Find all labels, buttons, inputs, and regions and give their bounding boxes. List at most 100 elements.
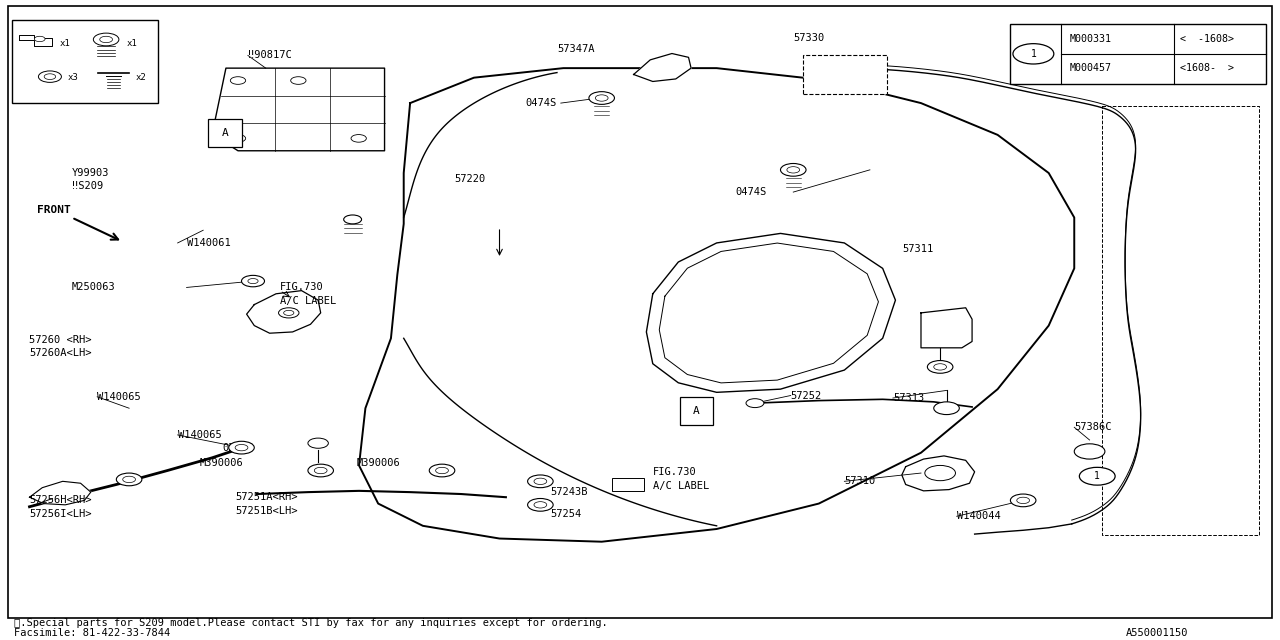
Text: M250063: M250063 — [72, 282, 115, 292]
Circle shape — [242, 275, 265, 287]
Circle shape — [527, 475, 553, 488]
Circle shape — [284, 310, 294, 316]
Circle shape — [1010, 494, 1036, 507]
Circle shape — [1079, 467, 1115, 485]
Text: 57311: 57311 — [902, 244, 933, 254]
Circle shape — [589, 92, 614, 104]
Circle shape — [534, 478, 547, 484]
Text: 57330: 57330 — [794, 33, 824, 43]
Text: M000331: M000331 — [1069, 35, 1111, 44]
Bar — [12, 20, 159, 103]
Text: A550001150: A550001150 — [1125, 628, 1188, 637]
Text: 1: 1 — [1094, 471, 1101, 481]
Circle shape — [344, 215, 361, 224]
Text: A: A — [692, 406, 700, 417]
Text: 57252: 57252 — [791, 390, 822, 401]
Circle shape — [279, 308, 300, 318]
Circle shape — [527, 499, 553, 511]
Circle shape — [746, 399, 764, 408]
Circle shape — [934, 402, 959, 415]
Circle shape — [45, 74, 55, 79]
Text: 57310: 57310 — [845, 476, 876, 486]
Text: M390006: M390006 — [200, 458, 243, 468]
Text: M000457: M000457 — [1069, 63, 1111, 74]
Text: ‼90817C: ‼90817C — [248, 51, 292, 60]
Circle shape — [308, 438, 329, 448]
Text: 57256I<LH>: 57256I<LH> — [29, 509, 92, 520]
Text: x1: x1 — [127, 39, 137, 48]
Text: 0474S: 0474S — [525, 98, 557, 108]
Circle shape — [248, 278, 259, 284]
Text: 57254: 57254 — [550, 509, 582, 519]
Circle shape — [435, 467, 448, 474]
Text: W140044: W140044 — [956, 511, 1001, 522]
Text: 57251B<LH>: 57251B<LH> — [236, 506, 298, 516]
Text: x2: x2 — [136, 73, 146, 82]
Text: 1: 1 — [1030, 49, 1037, 59]
Circle shape — [236, 444, 248, 451]
Circle shape — [429, 464, 454, 477]
Circle shape — [116, 473, 142, 486]
Circle shape — [93, 33, 119, 46]
Polygon shape — [922, 308, 972, 348]
Polygon shape — [212, 68, 384, 151]
Text: 0474S: 0474S — [736, 187, 767, 197]
Circle shape — [100, 36, 113, 43]
Circle shape — [925, 465, 955, 481]
Bar — [1010, 24, 1266, 84]
Text: A: A — [221, 128, 228, 138]
Bar — [612, 478, 644, 491]
Text: W140061: W140061 — [187, 238, 230, 248]
Text: 57347A: 57347A — [557, 44, 594, 54]
Text: ‼S209: ‼S209 — [72, 180, 102, 191]
Text: A/C LABEL: A/C LABEL — [280, 296, 337, 307]
Circle shape — [1012, 44, 1053, 64]
Circle shape — [1074, 444, 1105, 459]
Text: W140065: W140065 — [178, 430, 221, 440]
Circle shape — [787, 166, 800, 173]
Text: W140065: W140065 — [97, 392, 141, 402]
Polygon shape — [247, 291, 321, 333]
Polygon shape — [634, 54, 691, 81]
Circle shape — [928, 360, 952, 373]
Circle shape — [38, 71, 61, 83]
Circle shape — [230, 77, 246, 84]
Text: 0238S: 0238S — [223, 443, 253, 452]
Text: 57243B: 57243B — [550, 487, 588, 497]
Circle shape — [229, 441, 255, 454]
Text: 57386C: 57386C — [1074, 422, 1112, 432]
Text: <1608-  >: <1608- > — [1180, 63, 1234, 74]
Bar — [209, 119, 242, 147]
Text: FIG.730: FIG.730 — [280, 282, 324, 292]
Circle shape — [1016, 497, 1029, 504]
Bar — [680, 397, 713, 426]
Circle shape — [534, 502, 547, 508]
Text: 57251A<RH>: 57251A<RH> — [236, 492, 298, 502]
Circle shape — [308, 464, 334, 477]
Circle shape — [123, 476, 136, 483]
Text: M390006: M390006 — [356, 458, 401, 468]
Circle shape — [351, 134, 366, 142]
Bar — [804, 56, 887, 93]
Text: Y99903: Y99903 — [72, 168, 109, 178]
Text: FIG.730: FIG.730 — [653, 467, 696, 477]
Text: 57260A<LH>: 57260A<LH> — [29, 348, 92, 358]
Text: A/C LABEL: A/C LABEL — [653, 481, 709, 491]
Polygon shape — [29, 481, 91, 505]
Text: <  -1608>: < -1608> — [1180, 35, 1234, 44]
Text: x3: x3 — [68, 73, 78, 82]
Text: FRONT: FRONT — [37, 205, 70, 215]
Circle shape — [230, 134, 246, 142]
Circle shape — [315, 467, 328, 474]
Text: 57313: 57313 — [893, 393, 924, 403]
Text: Facsimile: 81-422-33-7844: Facsimile: 81-422-33-7844 — [14, 628, 170, 637]
Circle shape — [595, 95, 608, 101]
Circle shape — [291, 77, 306, 84]
Polygon shape — [902, 456, 974, 491]
Circle shape — [35, 36, 45, 42]
Text: ※.Special parts for S209 model.Please contact STI by fax for any inquiries excep: ※.Special parts for S209 model.Please co… — [14, 618, 608, 628]
Text: 57260 <RH>: 57260 <RH> — [29, 335, 92, 344]
Circle shape — [781, 163, 806, 176]
Text: 57220: 57220 — [454, 174, 486, 184]
Text: 57256H<RH>: 57256H<RH> — [29, 495, 92, 506]
